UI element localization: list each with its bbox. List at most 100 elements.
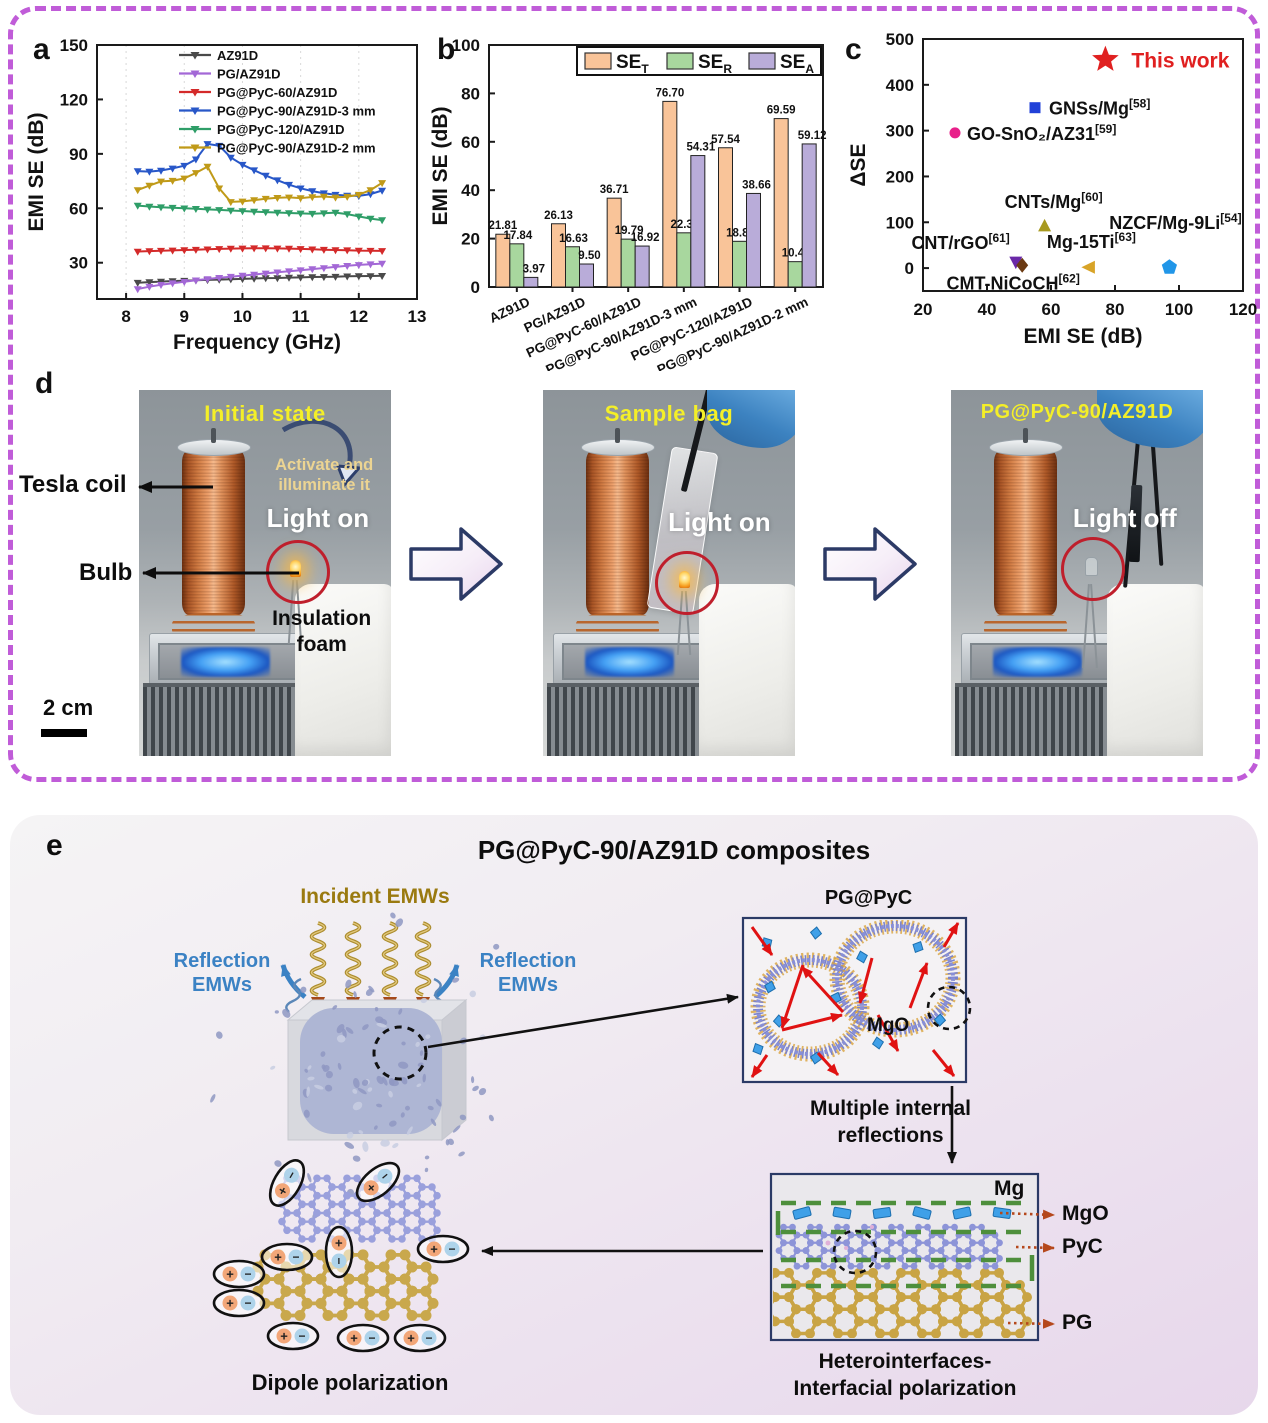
- svg-text:90: 90: [69, 145, 88, 164]
- svg-text:40: 40: [978, 300, 997, 319]
- photo-title: Sample bag: [604, 400, 734, 426]
- svg-text:0: 0: [471, 278, 480, 297]
- svg-text:−: −: [244, 1267, 251, 1281]
- svg-text:16.92: 16.92: [631, 232, 660, 244]
- svg-text:9.50: 9.50: [578, 250, 600, 262]
- insulation-foam-label: Insulation foam: [252, 606, 391, 659]
- svg-text:EMI SE (dB): EMI SE (dB): [1024, 325, 1143, 348]
- svg-text:−: −: [298, 1329, 305, 1343]
- svg-text:AZ91D: AZ91D: [217, 48, 258, 63]
- svg-text:CNT/rGO[61]: CNT/rGO[61]: [911, 231, 1009, 253]
- svg-text:30: 30: [69, 254, 88, 273]
- svg-text:100: 100: [886, 213, 914, 232]
- hetero-line2: Interfacial polarization: [793, 1377, 1017, 1401]
- svg-text:−: −: [368, 1331, 375, 1345]
- svg-text:10: 10: [233, 307, 252, 326]
- multiple-reflections-caption: Multiple internal reflections: [758, 1095, 1023, 1150]
- multiple-line1: Multiple internal: [809, 1097, 971, 1120]
- blue-led-glow: [584, 647, 674, 677]
- svg-text:26.13: 26.13: [544, 210, 573, 222]
- svg-text:NZCF/Mg-9Li[54]: NZCF/Mg-9Li[54]: [1109, 211, 1241, 233]
- svg-text:GNSs/Mg[58]: GNSs/Mg[58]: [1049, 97, 1150, 119]
- step-arrow-1: [409, 527, 503, 601]
- svg-text:SEA: SEA: [780, 52, 814, 76]
- insulation-foam-block: [1107, 583, 1203, 756]
- panel-c-letter: c: [845, 33, 862, 66]
- svg-text:+: +: [280, 1329, 288, 1344]
- delta-se-scatter-chart: 20 40 60 80 100 120 0 100 200 300 400 500 EMI SE (dB…: [847, 30, 1257, 348]
- svg-text:150: 150: [60, 36, 88, 55]
- svg-text:59.12: 59.12: [798, 130, 827, 142]
- scale-bar: [41, 729, 87, 737]
- reflection-emws-label-left: Reflection EMWs: [152, 949, 292, 997]
- svg-text:13: 13: [408, 307, 427, 326]
- pgpyc-box-label: PG@PyC: [824, 887, 913, 909]
- svg-text:PG@PyC-120/AZ91D: PG@PyC-120/AZ91D: [217, 122, 345, 137]
- insulation-foam-block: [699, 583, 795, 756]
- svg-text:120: 120: [1229, 300, 1257, 319]
- emi-se-line-chart: 8 9 10 11 12 13 30 60 90 120 150 Frequency (GHz) EMI…: [25, 36, 427, 354]
- incident-emws-label: Incident EMWs: [300, 885, 450, 908]
- panel-a-letter: a: [33, 33, 50, 66]
- multiple-line2: reflections: [837, 1124, 944, 1148]
- svg-text:+: +: [407, 1331, 415, 1346]
- svg-text:+: +: [332, 1239, 347, 1247]
- svg-text:EMI SE (dB): EMI SE (dB): [25, 113, 48, 232]
- svg-text:60: 60: [461, 133, 480, 152]
- panel-b-letter: b: [437, 33, 456, 66]
- svg-text:CMT-NiCoCH[62]: CMT-NiCoCH[62]: [947, 271, 1080, 293]
- svg-text:EMI SE (dB): EMI SE (dB): [429, 107, 452, 226]
- svg-text:12: 12: [349, 307, 368, 326]
- svg-text:11: 11: [292, 307, 310, 326]
- insulation-label-line2: foam: [296, 633, 347, 657]
- svg-text:PG@PyC-60/AZ91D: PG@PyC-60/AZ91D: [217, 85, 337, 100]
- svg-text:17.84: 17.84: [503, 230, 532, 242]
- svg-text:69.59: 69.59: [767, 105, 796, 117]
- svg-text:This work: This work: [1131, 50, 1229, 73]
- svg-text:100: 100: [452, 36, 480, 55]
- photo-initial-state: Activate and illuminate it Initial state…: [139, 390, 391, 756]
- svg-text:300: 300: [886, 122, 914, 141]
- svg-text:21.81: 21.81: [488, 220, 517, 232]
- activate-note: Activate and illuminate it: [257, 456, 391, 496]
- svg-text:−: −: [425, 1331, 432, 1345]
- reflection-line2: EMWs: [192, 974, 252, 996]
- coil-pin: [1022, 428, 1029, 444]
- reflection-line2: EMWs: [498, 974, 558, 996]
- svg-text:GO-SnO₂/AZ31[59]: GO-SnO₂/AZ31[59]: [967, 122, 1116, 144]
- svg-text:+: +: [350, 1331, 358, 1346]
- svg-text:200: 200: [886, 167, 914, 186]
- heatsink: [142, 682, 307, 756]
- hetero-line1: Heterointerfaces-: [818, 1350, 992, 1373]
- svg-text:+: +: [274, 1250, 282, 1265]
- mg-label: Mg: [994, 1177, 1025, 1200]
- svg-text:−: −: [448, 1242, 455, 1256]
- svg-text:8: 8: [121, 307, 130, 326]
- panel-e-title: PG@PyC-90/AZ91D composites: [477, 835, 871, 865]
- svg-text:60: 60: [69, 199, 88, 218]
- bulb-annotation: Bulb: [79, 559, 133, 586]
- bulb-highlight-circle: [655, 551, 720, 616]
- svg-text:20: 20: [914, 300, 933, 319]
- reflection-line1: Reflection: [173, 950, 271, 972]
- mechanism-diagram: +−+−+−+ −+ −+ −+ − + − + −+ −: [210, 912, 1055, 1353]
- svg-text:SET: SET: [616, 52, 649, 76]
- svg-text:80: 80: [461, 84, 480, 103]
- coil-pin: [210, 428, 217, 444]
- svg-text:57.54: 57.54: [711, 134, 740, 146]
- panel-d-letter: d: [35, 367, 54, 400]
- svg-text:−: −: [292, 1250, 299, 1264]
- photo-title: Initial state: [204, 400, 326, 426]
- panel-e-letter: e: [46, 829, 63, 862]
- svg-text:100: 100: [1165, 300, 1193, 319]
- svg-text:−: −: [332, 1257, 346, 1264]
- scale-label: 2 cm: [43, 695, 94, 720]
- svg-text:54.31: 54.31: [686, 142, 715, 154]
- svg-text:−: −: [244, 1296, 251, 1310]
- step-arrow-2: [823, 527, 917, 601]
- layer-label-pg: PG: [1062, 1311, 1093, 1334]
- svg-text:500: 500: [886, 30, 914, 49]
- svg-text:+: +: [226, 1296, 234, 1311]
- photo-title: PG@PyC-90/AZ91D: [980, 400, 1174, 423]
